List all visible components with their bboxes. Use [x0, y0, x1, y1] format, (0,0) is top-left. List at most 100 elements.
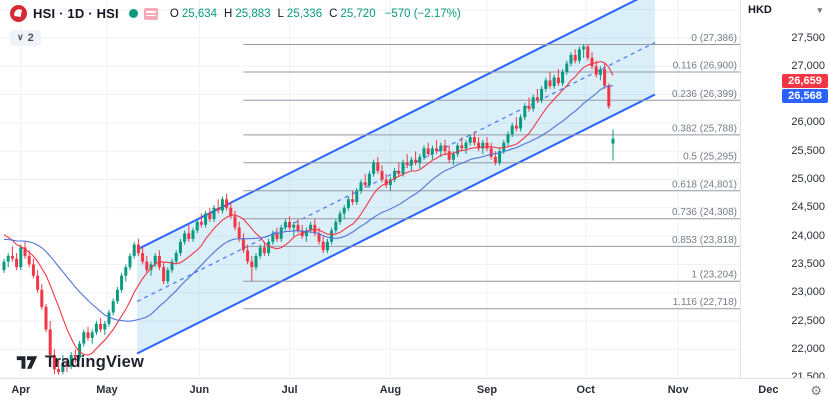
candle-body	[317, 233, 321, 242]
fib-level-label: 0.5 (25,295)	[683, 151, 737, 162]
chart-canvas[interactable]: 0 (27,386) 0.116 (26,900) 0.236 (26,399) 0.…	[0, 0, 740, 378]
candles-series[interactable]	[2, 44, 615, 375]
tradingview-watermark: TradingView	[16, 353, 144, 372]
candle-body	[15, 258, 19, 268]
candle-body	[489, 148, 493, 157]
fib-level-label: 0 (27,386)	[691, 33, 737, 44]
candle-body	[94, 323, 98, 333]
candle-body	[6, 255, 10, 262]
candle-body	[233, 216, 237, 228]
price-tick-label: 23,000	[791, 286, 825, 299]
candle-body	[569, 55, 573, 64]
currency-label: HKD	[748, 4, 772, 16]
candle-body	[510, 125, 514, 135]
candle-body	[607, 85, 611, 107]
candle-body	[69, 355, 73, 367]
candle-body	[271, 233, 275, 242]
candle-body	[535, 97, 539, 101]
ma-slow-line[interactable]	[3, 85, 614, 322]
month-label: Jun	[189, 384, 210, 396]
candle-body	[334, 221, 338, 231]
candle-body	[405, 162, 409, 166]
candle-body	[376, 162, 380, 171]
candle-body	[460, 145, 464, 149]
high-label: H	[224, 7, 233, 20]
candle-body	[86, 332, 90, 338]
chevron-down-icon: ∨	[17, 32, 24, 42]
fib-retracement[interactable]: 0 (27,386) 0.116 (26,900) 0.236 (26,399) 0.…	[243, 33, 740, 310]
candle-body	[582, 46, 586, 50]
candle-body	[90, 332, 94, 338]
candle-body	[359, 182, 363, 191]
gear-icon[interactable]: ⚙	[810, 383, 822, 398]
fib-level-label: 0.116 (26,900)	[673, 61, 737, 72]
candle-body	[481, 142, 485, 149]
candle-body	[367, 173, 371, 186]
candle-body	[115, 289, 119, 302]
candle-body	[31, 264, 35, 276]
fib-level-label: 1 (23,204)	[691, 270, 737, 281]
candle-body	[439, 145, 443, 152]
legend-menu-icon[interactable]	[143, 7, 158, 20]
candle-body	[506, 134, 510, 143]
candle-body	[40, 289, 44, 307]
candle-body	[99, 323, 103, 330]
candle-body	[178, 241, 182, 254]
candle-body	[174, 253, 178, 262]
price-tick-label: 25,000	[791, 173, 825, 185]
chart-legend: HSI · 1D · HSI O 25,634 H 25,883 L 25,33…	[10, 5, 465, 46]
candle-body	[477, 142, 481, 149]
candle-body	[128, 255, 132, 268]
candle-body	[111, 301, 115, 313]
candle-body	[254, 255, 258, 268]
candle-body	[464, 142, 468, 149]
price-tick-label: 24,500	[791, 201, 825, 214]
price-chart[interactable]: 0 (27,386) 0.116 (26,900) 0.236 (26,399) 0.…	[0, 0, 740, 378]
candle-body	[279, 227, 283, 239]
candle-body	[153, 255, 157, 265]
candle-body	[145, 261, 149, 271]
candle-body	[19, 247, 23, 268]
time-axis[interactable]: ⚙ Apr May Jun Jul Aug Sep Oct Nov Dec	[0, 378, 829, 402]
candle-body	[603, 69, 607, 86]
candle-body	[250, 261, 254, 268]
candle-body	[426, 148, 430, 155]
candle-body	[170, 261, 174, 271]
candle-body	[401, 162, 405, 174]
candle-body	[241, 238, 245, 251]
open-label: O	[169, 7, 179, 20]
candle-body	[397, 171, 401, 174]
candle-body	[124, 267, 128, 276]
fib-level-label: 0.618 (24,801)	[672, 179, 737, 190]
status-dot-icon	[128, 9, 138, 18]
ma-fast-line[interactable]	[3, 60, 614, 356]
candle-body	[304, 230, 308, 237]
symbol-title[interactable]: HSI · 1D · HSI	[33, 6, 119, 21]
candle-body	[388, 179, 392, 186]
candle-body	[548, 80, 552, 87]
price-tick-label: 27,500	[791, 31, 825, 44]
candle-body	[338, 213, 342, 222]
indicator-count-button[interactable]: ∨ 2	[10, 29, 41, 46]
candle-body	[321, 241, 325, 251]
candle-body	[586, 46, 590, 58]
candle-body	[183, 233, 187, 242]
candle-body	[275, 233, 279, 239]
candle-body	[346, 199, 350, 208]
month-label: Sep	[476, 384, 498, 396]
price-axis[interactable]: HKD ▾ 27,50027,00026,50026,00025,50025,0…	[740, 0, 829, 383]
candle-body	[141, 253, 145, 262]
candle-body	[2, 261, 6, 271]
price-tick-label: 25,500	[791, 144, 825, 157]
low-label: L	[277, 7, 284, 20]
candle-body	[523, 105, 527, 118]
candle-body	[78, 343, 82, 358]
candle-body	[598, 69, 602, 75]
fib-level-label: 1.116 (22,718)	[673, 297, 737, 308]
candle-body	[149, 264, 153, 271]
price-tick-label: 26,000	[791, 116, 825, 129]
currency-button[interactable]: HKD ▾	[741, 4, 829, 16]
candle-body	[573, 55, 577, 61]
candle-body	[195, 221, 199, 231]
